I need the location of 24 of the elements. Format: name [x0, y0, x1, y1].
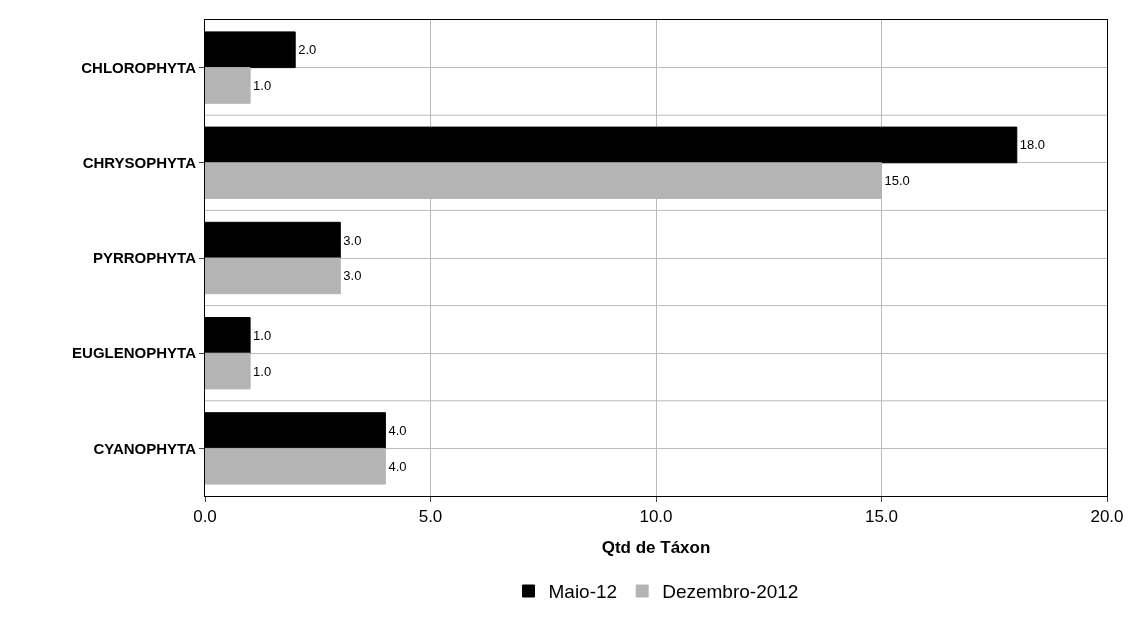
y-tick-label: CHLOROPHYTA	[81, 58, 197, 76]
x-tick-label: 15.0	[864, 507, 899, 527]
x-tick-label: 5.0	[418, 507, 443, 527]
legend-label: Maio-12	[548, 581, 618, 603]
data-label: 4.0	[388, 423, 407, 439]
y-tick-label: EUGLENOPHYTA	[72, 344, 197, 362]
data-label: 4.0	[388, 458, 407, 474]
x-axis-title: Qtd de Táxon	[601, 537, 711, 557]
x-tick-label: 20.0	[1090, 507, 1124, 527]
data-label: 1.0	[253, 327, 272, 343]
data-label: 3.0	[343, 268, 362, 284]
x-tick-label: 10.0	[639, 507, 673, 527]
data-label: 1.0	[253, 363, 272, 379]
data-label: 15.0	[884, 173, 910, 189]
y-tick-label: PYRROPHYTA	[92, 249, 197, 267]
bar	[205, 67, 251, 104]
x-tick-label: 0.0	[193, 507, 217, 527]
data-label: 3.0	[343, 232, 362, 248]
y-tick-label: CHRYSOPHYTA	[82, 154, 197, 172]
data-label: 2.0	[298, 42, 317, 58]
legend-label: Dezembro-2012	[662, 581, 799, 603]
data-label: 18.0	[1019, 137, 1046, 153]
y-tick-label: CYANOPHYTA	[93, 439, 197, 457]
data-label: 1.0	[253, 77, 272, 93]
